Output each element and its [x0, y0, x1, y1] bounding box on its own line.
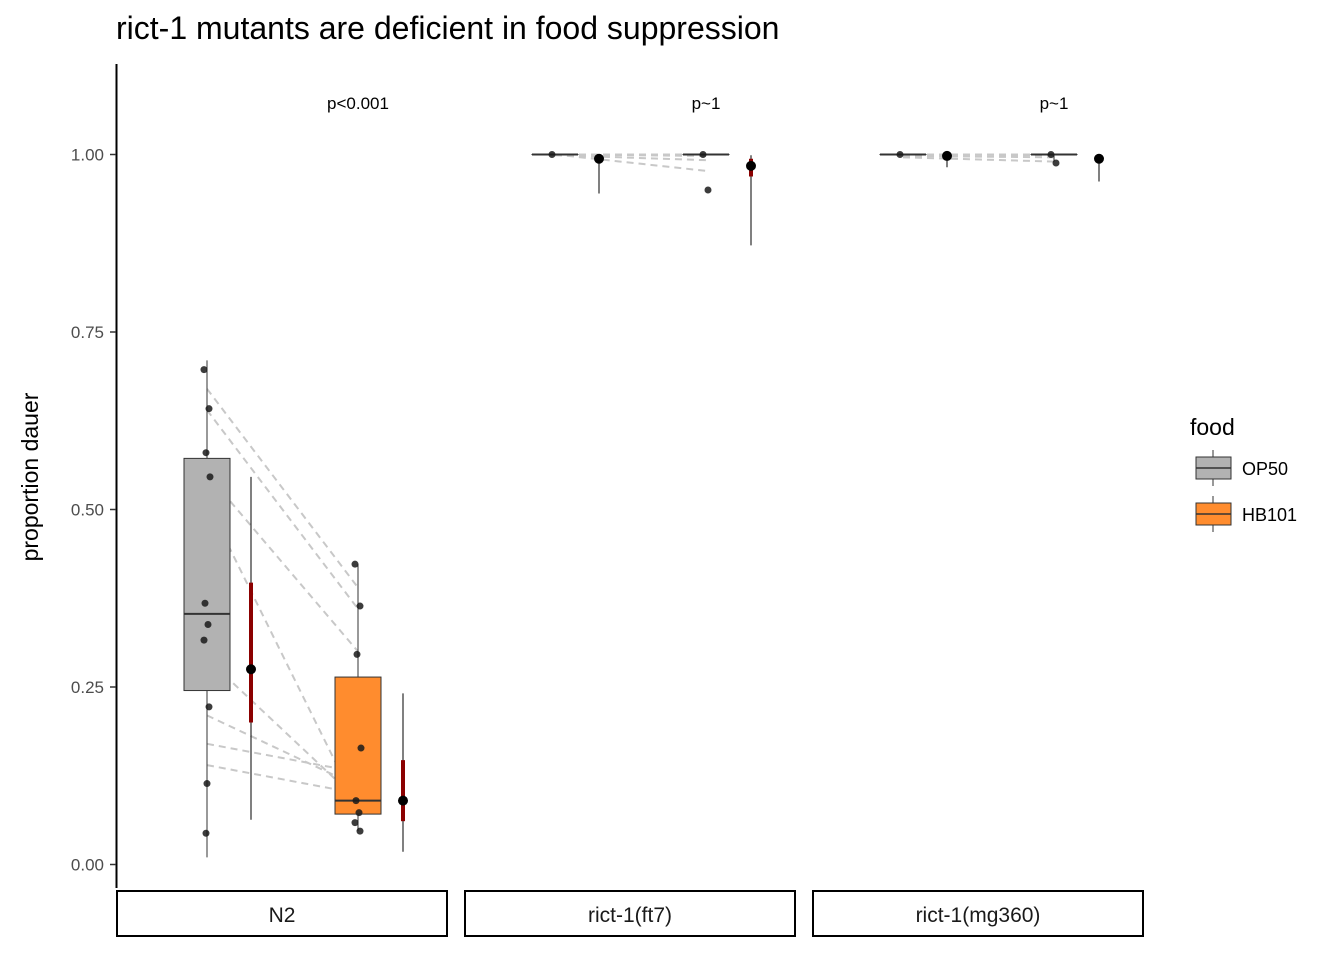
data-point [1047, 151, 1055, 158]
data-point [356, 602, 364, 610]
strip-box [812, 890, 1144, 937]
legend: food OP50 HB101 [1190, 414, 1297, 532]
data-point [200, 366, 208, 374]
data-point [353, 650, 361, 658]
legend-title: food [1190, 414, 1235, 440]
pair-line [206, 409, 359, 610]
legend-key [1195, 496, 1232, 532]
pair-line [206, 388, 359, 589]
data-point [351, 560, 359, 568]
summary-mean [246, 664, 256, 675]
legend-key [1195, 450, 1232, 486]
pair-line [206, 473, 359, 653]
strip-label: N2 [269, 904, 296, 927]
summary-mean [746, 160, 756, 171]
data-point [205, 405, 213, 413]
chart-title: rict-1 mutants are deficient in food sup… [116, 10, 779, 46]
data-point [205, 703, 213, 711]
strip-label: rict-1(mg360) [916, 904, 1041, 927]
strip-box [116, 890, 448, 937]
p-value-annotation: p<0.001 [327, 94, 389, 113]
data-point [202, 829, 210, 837]
data-point [896, 151, 904, 158]
pair-line [206, 714, 359, 788]
box [183, 457, 231, 692]
y-tick-label: 0.00 [71, 856, 104, 875]
summary-mean [1094, 153, 1104, 164]
pair-line [554, 153, 707, 157]
data-point [1052, 159, 1060, 167]
data-point [351, 819, 359, 827]
summary-mean [942, 150, 952, 161]
pair-line [206, 742, 359, 774]
y-tick-label: 0.75 [71, 323, 104, 342]
pair-line [206, 657, 359, 802]
pair-line [554, 153, 707, 172]
data-point [548, 151, 556, 158]
data-point [352, 797, 360, 805]
strip-box [464, 890, 796, 937]
y-tick-label: 0.25 [71, 678, 104, 697]
p-value-annotation: p~1 [1040, 94, 1069, 113]
data-point [704, 186, 712, 194]
panel: p~1 rict-1(mg360) [812, 94, 1144, 937]
pair-line [902, 154, 1055, 159]
y-tick-label: 1.00 [71, 146, 104, 165]
data-point [356, 827, 364, 835]
panel: p~1 rict-1(ft7) [464, 94, 796, 937]
summary-mean [594, 153, 604, 164]
y-tick-label: 0.50 [71, 501, 104, 520]
strip-label: rict-1(ft7) [588, 904, 672, 927]
legend-label: OP50 [1242, 459, 1288, 479]
data-point [200, 636, 208, 644]
data-point [699, 151, 707, 158]
pair-line [902, 156, 1055, 163]
pair-line [206, 764, 359, 795]
plot-area: p<0.001 N2 p~1 rict-1(ft7) p~1 rict-1(mg360) [116, 94, 1144, 937]
pair-line [554, 154, 707, 162]
panel: p<0.001 N2 [116, 94, 448, 937]
y-axis: 0.00 0.25 0.50 0.75 1.00 [71, 146, 116, 875]
y-axis-label: proportion dauer [17, 392, 43, 561]
box [334, 676, 382, 815]
data-point [355, 809, 363, 817]
legend-label: HB101 [1242, 505, 1297, 525]
data-point [357, 744, 365, 752]
pair-line [206, 501, 359, 809]
p-value-annotation: p~1 [692, 94, 721, 113]
summary-mean [398, 795, 408, 806]
data-point [203, 780, 211, 788]
data-point [202, 449, 210, 457]
data-point [201, 599, 209, 607]
data-point [204, 621, 212, 629]
data-point [206, 473, 214, 481]
pair-line [902, 153, 1055, 157]
